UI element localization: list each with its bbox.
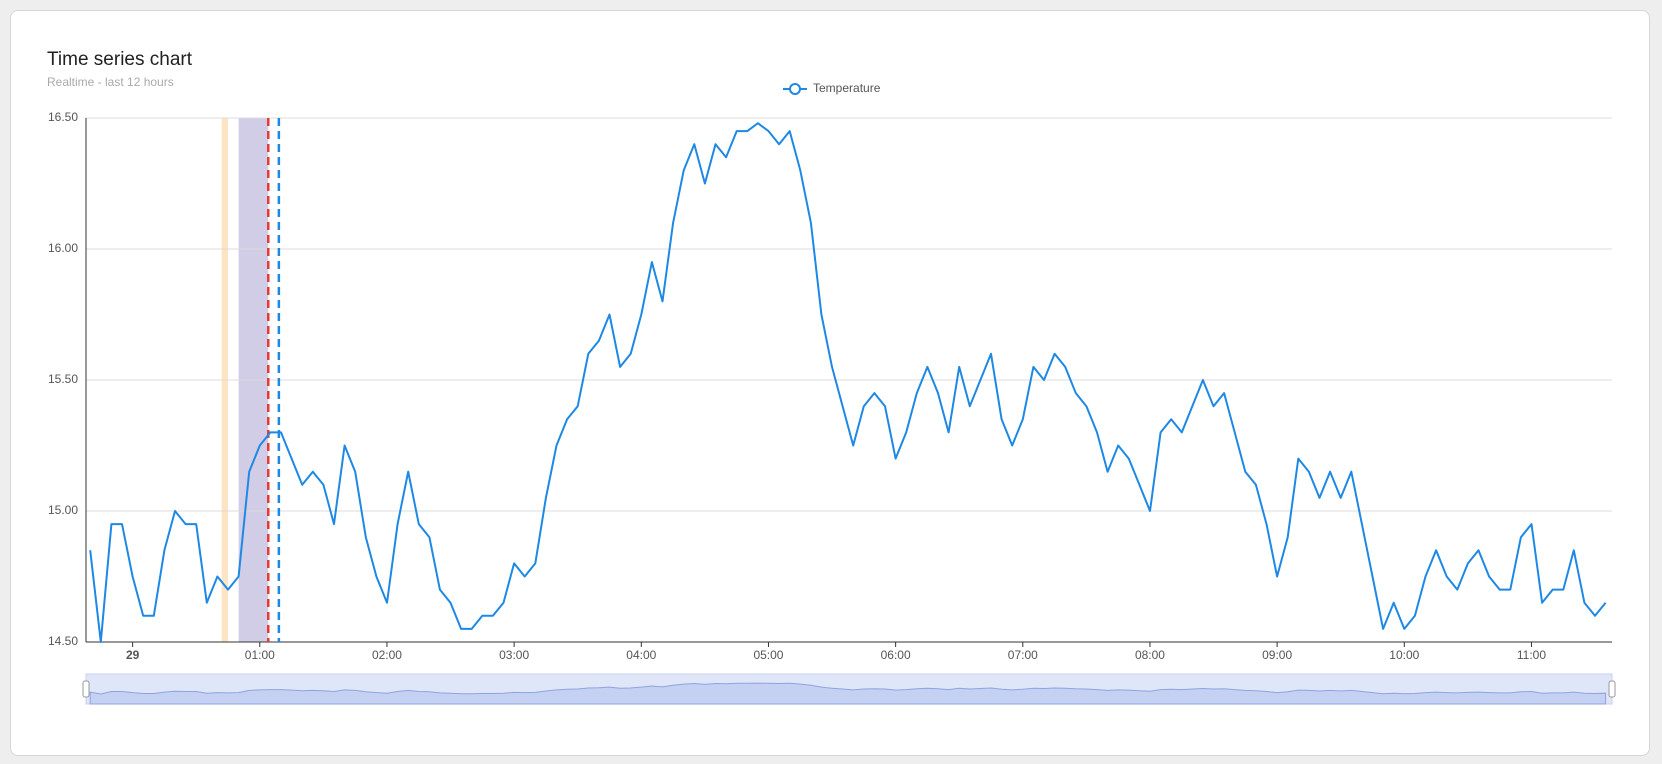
x-tick-label: 03:00 xyxy=(499,648,529,662)
x-tick-label: 09:00 xyxy=(1262,648,1292,662)
y-tick-label: 15.50 xyxy=(48,372,78,386)
chart-subtitle: Realtime - last 12 hours xyxy=(47,75,174,89)
x-tick-label: 10:00 xyxy=(1389,648,1419,662)
navigator-series xyxy=(89,682,1607,705)
x-tick-label: 29 xyxy=(126,648,140,662)
series-line xyxy=(89,122,1607,643)
chart-title: Time series chart xyxy=(47,49,192,70)
legend-label: Temperature xyxy=(813,81,881,95)
y-tick-label: 14.50 xyxy=(48,634,78,648)
y-tick-label: 15.00 xyxy=(48,503,78,517)
x-tick-label: 06:00 xyxy=(881,648,911,662)
legend-marker xyxy=(789,83,801,95)
y-tick-label: 16.50 xyxy=(48,110,78,124)
x-tick-label: 11:00 xyxy=(1517,648,1546,662)
navigator-handle[interactable] xyxy=(82,680,90,698)
navigator-handle[interactable] xyxy=(1608,680,1616,698)
x-tick-label: 07:00 xyxy=(1008,648,1038,662)
card: Time series chart Realtime - last 12 hou… xyxy=(10,10,1650,756)
x-tick-label: 04:00 xyxy=(626,648,656,662)
x-tick-label: 05:00 xyxy=(753,648,783,662)
x-tick-label: 08:00 xyxy=(1135,648,1165,662)
y-tick-label: 16.00 xyxy=(48,241,78,255)
x-tick-label: 01:00 xyxy=(245,648,275,662)
x-tick-label: 02:00 xyxy=(372,648,402,662)
